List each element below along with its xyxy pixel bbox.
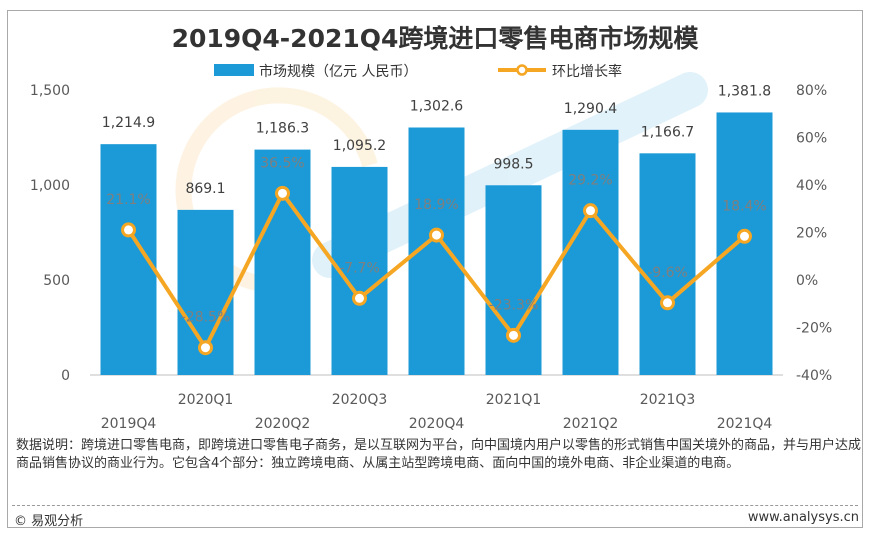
x-tick-label: 2021Q4: [717, 416, 773, 432]
line-point: [352, 290, 367, 306]
line-point: [660, 295, 675, 311]
bar-value-label: 1,095.2: [333, 138, 386, 154]
copyright-text: © 易观分析: [14, 514, 84, 529]
y-right-tick-label: 20%: [796, 226, 827, 242]
line-series: [121, 185, 752, 356]
bar-value-label: 1,166.7: [641, 124, 694, 140]
data-note: 数据说明：跨境进口零售电商，即跨境进口零售电子商务，是以互联网为平台，向中国境内…: [16, 438, 862, 471]
y-left-tick-label: 500: [43, 273, 70, 289]
bar: [639, 153, 696, 375]
line-point: [275, 185, 290, 201]
y-right-tick-label: -40%: [796, 368, 832, 384]
bar-value-label: 1,302.6: [410, 99, 464, 115]
x-tick-label: 2019Q4: [101, 416, 157, 432]
x-tick-label: 2020Q3: [332, 392, 388, 408]
bar-value-label: 1,214.9: [102, 115, 155, 131]
rate-value-label: 18.9%: [414, 197, 458, 213]
line-point: [121, 222, 136, 238]
bar: [485, 185, 542, 375]
x-tick-label: 2021Q1: [486, 392, 542, 408]
rate-value-label: -28.5%: [181, 310, 231, 326]
x-tick-label: 2021Q3: [640, 392, 696, 408]
x-tick-label: 2020Q4: [409, 416, 465, 432]
x-tick-label: 2020Q1: [178, 392, 234, 408]
x-tick-label: 2020Q2: [255, 416, 311, 432]
bar-value-label: 869.1: [185, 181, 225, 197]
line-point: [583, 203, 598, 219]
bar-series: [100, 112, 773, 375]
rate-value-label: -9.6%: [647, 265, 688, 281]
legend-bar-swatch: [214, 64, 254, 76]
rate-value-label: -7.7%: [339, 260, 380, 276]
legend: 市场规模（亿元 人民币） 环比增长率: [214, 63, 622, 80]
y-left-tick-label: 1,500: [30, 83, 70, 99]
bar-value-label: 1,381.8: [718, 83, 771, 99]
y-left-tick-label: 1,000: [30, 178, 70, 194]
bar-value-label: 1,290.4: [564, 101, 618, 117]
line-point: [198, 340, 213, 356]
bar-value-label: 1,186.3: [256, 121, 309, 137]
rate-value-label: 29.2%: [568, 173, 612, 189]
legend-line-marker: [516, 64, 528, 76]
bar-value-label: 998.5: [493, 156, 533, 172]
watermark-stripe-icon: [312, 72, 708, 278]
legend-bar-label: 市场规模（亿元 人民币）: [259, 63, 417, 80]
rate-value-label: 18.4%: [722, 198, 766, 214]
line-point: [737, 228, 752, 244]
line-point: [429, 227, 444, 243]
y-right-tick-label: 40%: [796, 178, 827, 194]
y-right-tick-label: -20%: [796, 321, 832, 337]
y-left-tick-label: 0: [61, 368, 70, 384]
axes: 0 500 1,000 1,500 -40% -20% 0% 20% 40% 60% 80% 2019…: [30, 83, 832, 432]
x-tick-label: 2021Q2: [563, 416, 619, 432]
bar: [562, 129, 619, 375]
legend-line-label: 环比增长率: [552, 63, 622, 80]
rate-value-label: 36.5%: [260, 155, 304, 171]
footer-divider: [12, 505, 858, 506]
rate-value-label: -23.3%: [489, 297, 539, 313]
bar: [254, 149, 311, 375]
rate-value-label: 21.1%: [106, 192, 150, 208]
data-labels: 1,214.9 869.1 1,186.3 1,095.2 1,302.6 998.5 1,…: [102, 83, 771, 325]
y-right-tick-label: 60%: [796, 131, 827, 147]
y-right-tick-label: 0%: [796, 273, 818, 289]
line-point: [506, 327, 521, 343]
website-url: www.analysys.cn: [747, 510, 859, 525]
chart-title: 2019Q4-2021Q4跨境进口零售电商市场规模: [172, 24, 700, 53]
y-right-tick-label: 80%: [796, 83, 827, 99]
